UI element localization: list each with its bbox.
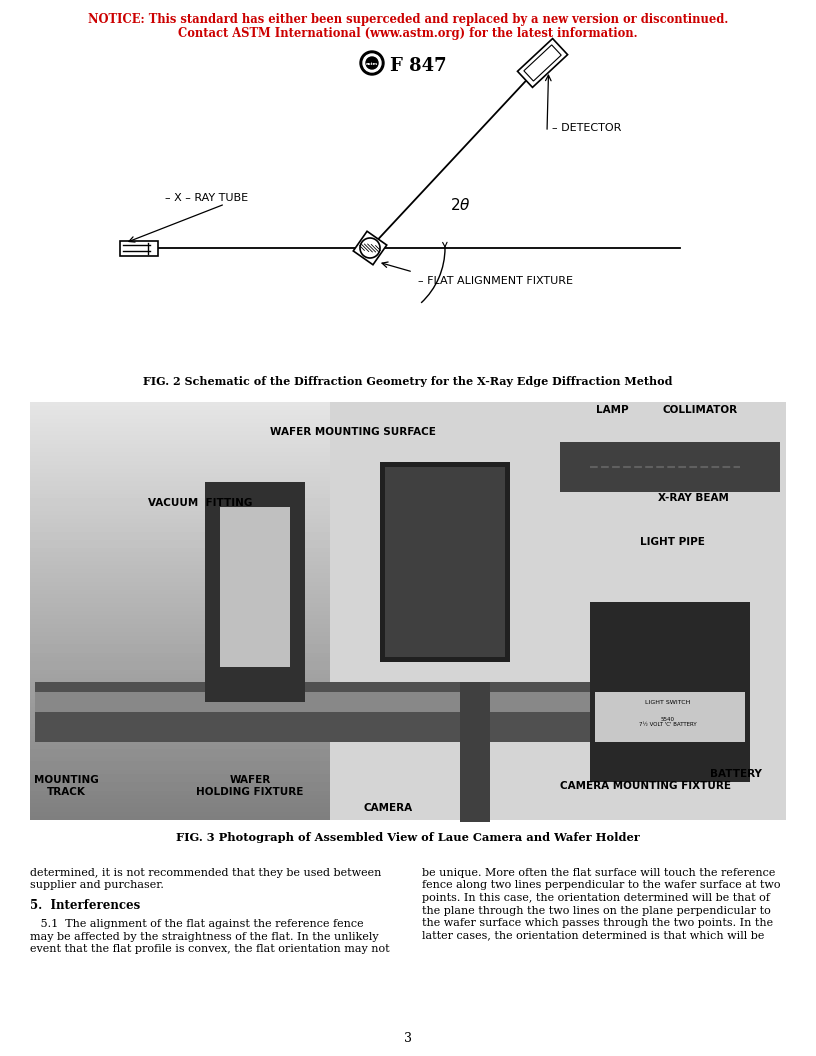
Text: the plane through the two lines on the plane perpendicular to: the plane through the two lines on the p…: [422, 905, 771, 916]
Text: – X – RAY TUBE: – X – RAY TUBE: [165, 193, 248, 203]
Text: FIG. 3 Photograph of Assembled View of Laue Camera and Wafer Holder: FIG. 3 Photograph of Assembled View of L…: [176, 832, 640, 843]
Text: supplier and purchaser.: supplier and purchaser.: [30, 881, 164, 890]
Text: FIG. 2 Schematic of the Diffraction Geometry for the X-Ray Edge Diffraction Meth: FIG. 2 Schematic of the Diffraction Geom…: [144, 376, 672, 386]
Bar: [590, 602, 750, 782]
Text: 5.  Interferences: 5. Interferences: [30, 899, 140, 912]
Circle shape: [360, 238, 380, 258]
Text: the wafer surface which passes through the two points. In the: the wafer surface which passes through t…: [422, 918, 773, 928]
Text: X-RAY BEAM: X-RAY BEAM: [658, 493, 729, 503]
Bar: [220, 507, 290, 667]
Polygon shape: [353, 231, 387, 265]
Text: astm: astm: [366, 62, 378, 65]
Text: points. In this case, the orientation determined will be that of: points. In this case, the orientation de…: [422, 893, 769, 903]
Polygon shape: [517, 39, 568, 88]
Bar: [595, 692, 745, 742]
Text: VACUUM  FITTING: VACUUM FITTING: [148, 498, 252, 508]
Text: fence along two lines perpendicular to the wafer surface at two: fence along two lines perpendicular to t…: [422, 881, 780, 890]
Text: LIGHT SWITCH: LIGHT SWITCH: [645, 699, 690, 704]
Text: 5.1  The alignment of the flat against the reference fence: 5.1 The alignment of the flat against th…: [30, 919, 364, 929]
Text: – DETECTOR: – DETECTOR: [552, 122, 621, 133]
Bar: [560, 442, 780, 492]
Bar: [35, 692, 671, 712]
Text: Contact ASTM International (www.astm.org) for the latest information.: Contact ASTM International (www.astm.org…: [178, 27, 638, 40]
Bar: [30, 402, 786, 821]
Text: BATTERY: BATTERY: [710, 769, 762, 779]
Text: be unique. More often the flat surface will touch the reference: be unique. More often the flat surface w…: [422, 868, 775, 878]
Text: 3: 3: [404, 1032, 412, 1045]
Text: COLLIMATOR: COLLIMATOR: [663, 406, 738, 415]
Text: NOTICE: This standard has either been superceded and replaced by a new version o: NOTICE: This standard has either been su…: [88, 13, 728, 26]
Circle shape: [366, 57, 378, 69]
Text: $2\theta$: $2\theta$: [450, 197, 470, 213]
Text: WAFER
HOLDING FIXTURE: WAFER HOLDING FIXTURE: [197, 775, 304, 797]
Text: 5540
7½ VOLT 'C' BATTERY: 5540 7½ VOLT 'C' BATTERY: [639, 717, 697, 728]
Text: F 847: F 847: [390, 57, 446, 75]
Circle shape: [360, 51, 384, 75]
Text: LIGHT PIPE: LIGHT PIPE: [640, 538, 705, 547]
Text: MOUNTING
TRACK: MOUNTING TRACK: [33, 775, 99, 797]
Text: CAMERA MOUNTING FIXTURE: CAMERA MOUNTING FIXTURE: [560, 781, 731, 791]
Bar: [385, 467, 505, 657]
Text: – FLAT ALIGNMENT FIXTURE: – FLAT ALIGNMENT FIXTURE: [418, 276, 573, 286]
Text: latter cases, the orientation determined is that which will be: latter cases, the orientation determined…: [422, 930, 765, 941]
Bar: [460, 682, 490, 822]
Bar: [35, 682, 671, 742]
Text: WAFER MOUNTING SURFACE: WAFER MOUNTING SURFACE: [270, 427, 436, 437]
Circle shape: [363, 54, 381, 72]
Bar: [120, 241, 158, 256]
Text: may be affected by the straightness of the flat. In the unlikely: may be affected by the straightness of t…: [30, 931, 379, 942]
Bar: [205, 482, 305, 702]
Text: event that the flat profile is convex, the flat orientation may not: event that the flat profile is convex, t…: [30, 944, 389, 954]
Text: CAMERA: CAMERA: [363, 803, 413, 813]
Text: determined, it is not recommended that they be used between: determined, it is not recommended that t…: [30, 868, 381, 878]
Bar: [380, 463, 510, 662]
Text: LAMP: LAMP: [596, 406, 628, 415]
